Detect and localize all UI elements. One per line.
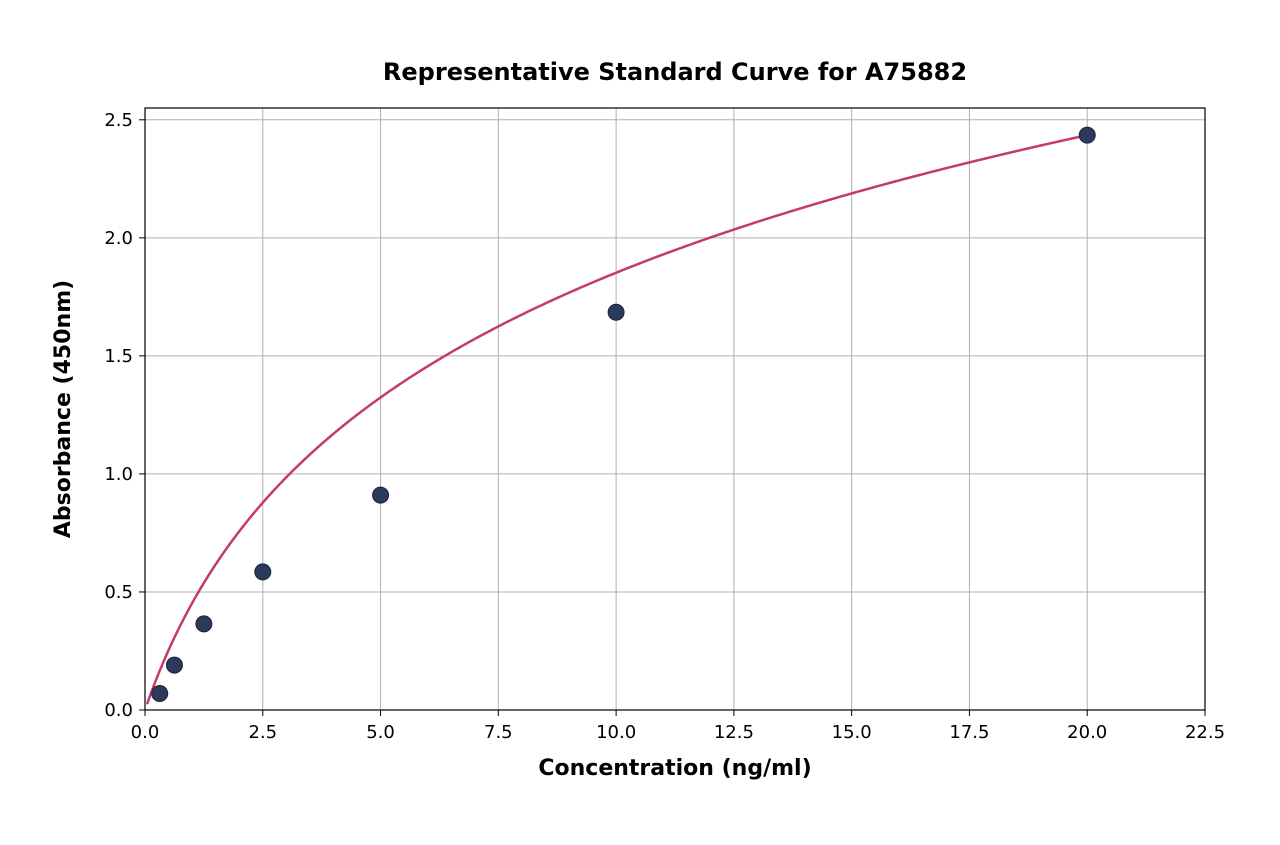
data-point: [1079, 127, 1095, 143]
y-tick-label: 1.0: [104, 464, 133, 485]
chart-title: Representative Standard Curve for A75882: [383, 58, 967, 86]
data-point: [373, 487, 389, 503]
y-tick-label: 1.5: [104, 346, 133, 367]
data-point: [196, 616, 212, 632]
y-tick-label: 0.5: [104, 582, 133, 603]
x-tick-label: 10.0: [596, 722, 636, 743]
x-tick-label: 5.0: [366, 722, 395, 743]
x-tick-label: 7.5: [484, 722, 513, 743]
data-point: [255, 564, 271, 580]
data-point: [166, 657, 182, 673]
data-point: [608, 304, 624, 320]
data-point: [152, 685, 168, 701]
x-tick-label: 20.0: [1067, 722, 1107, 743]
x-tick-label: 0.0: [131, 722, 160, 743]
x-tick-label: 15.0: [832, 722, 872, 743]
y-tick-label: 0.0: [104, 700, 133, 721]
chart-container: 0.0 2.5 5.0 7.5 10.0 12.5 15.0 17.5 20.0 22.5 0.0…: [0, 0, 1280, 845]
x-tick-label: 2.5: [248, 722, 277, 743]
x-tick-label: 22.5: [1185, 722, 1225, 743]
x-tick-label: 12.5: [714, 722, 754, 743]
x-tick-label: 17.5: [949, 722, 989, 743]
y-tick-label: 2.5: [104, 110, 133, 131]
x-axis-label: Concentration (ng/ml): [538, 756, 811, 781]
chart-svg: 0.0 2.5 5.0 7.5 10.0 12.5 15.0 17.5 20.0 22.5 0.0…: [0, 0, 1280, 845]
y-tick-label: 2.0: [104, 228, 133, 249]
y-axis-label: Absorbance (450nm): [51, 280, 76, 538]
